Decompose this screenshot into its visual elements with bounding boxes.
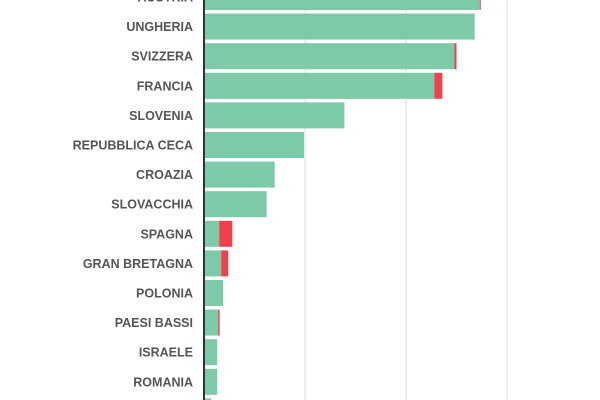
category-label: UNGHERIA <box>126 20 193 34</box>
bar-polonia-series-0 <box>204 280 224 306</box>
bar-gran-bretagna-series-0 <box>204 250 222 277</box>
category-label: ROMANIA <box>133 375 193 389</box>
bar-slovacchia-series-0 <box>204 191 267 218</box>
bar-spagna-series-1 <box>219 220 233 247</box>
category-label: AUSTRIA <box>137 0 193 5</box>
bar-repubblica-ceca-series-0 <box>204 132 304 158</box>
bar-austria-series-1 <box>479 0 481 10</box>
bar-israele-series-0 <box>204 339 218 366</box>
bar-svizzera-series-1 <box>454 43 457 70</box>
bar-svizzera-series-0 <box>204 43 455 70</box>
bar-croazia-series-0 <box>204 161 275 188</box>
bar-paesi-bassi-series-1 <box>218 309 220 336</box>
category-label: GRAN BRETAGNA <box>83 257 193 271</box>
bar-romania-series-0 <box>204 368 218 395</box>
category-label: ISRAELE <box>139 346 193 360</box>
category-label: REPUBBLICA CECA <box>73 139 193 153</box>
category-label: SPAGNA <box>140 227 193 241</box>
bar-ungheria-series-0 <box>204 13 475 40</box>
category-label: SVIZZERA <box>131 50 193 64</box>
category-label: PAESI BASSI <box>115 316 193 330</box>
bar-francia-series-1 <box>434 72 443 99</box>
category-label: SLOVENIA <box>129 109 193 123</box>
bar-row-14-series-0 <box>204 398 212 400</box>
category-label: FRANCIA <box>137 79 193 93</box>
bar-paesi-bassi-series-0 <box>204 309 219 336</box>
bar-gran-bretagna-series-1 <box>221 250 229 277</box>
bar-spagna-series-0 <box>204 220 220 247</box>
bar-slovenia-series-0 <box>204 102 345 129</box>
category-label: SLOVACCHIA <box>111 198 193 212</box>
category-label: POLONIA <box>136 287 193 301</box>
category-label: CROAZIA <box>136 168 193 182</box>
bar-francia-series-0 <box>204 72 435 99</box>
bar-austria-series-0 <box>204 0 480 10</box>
